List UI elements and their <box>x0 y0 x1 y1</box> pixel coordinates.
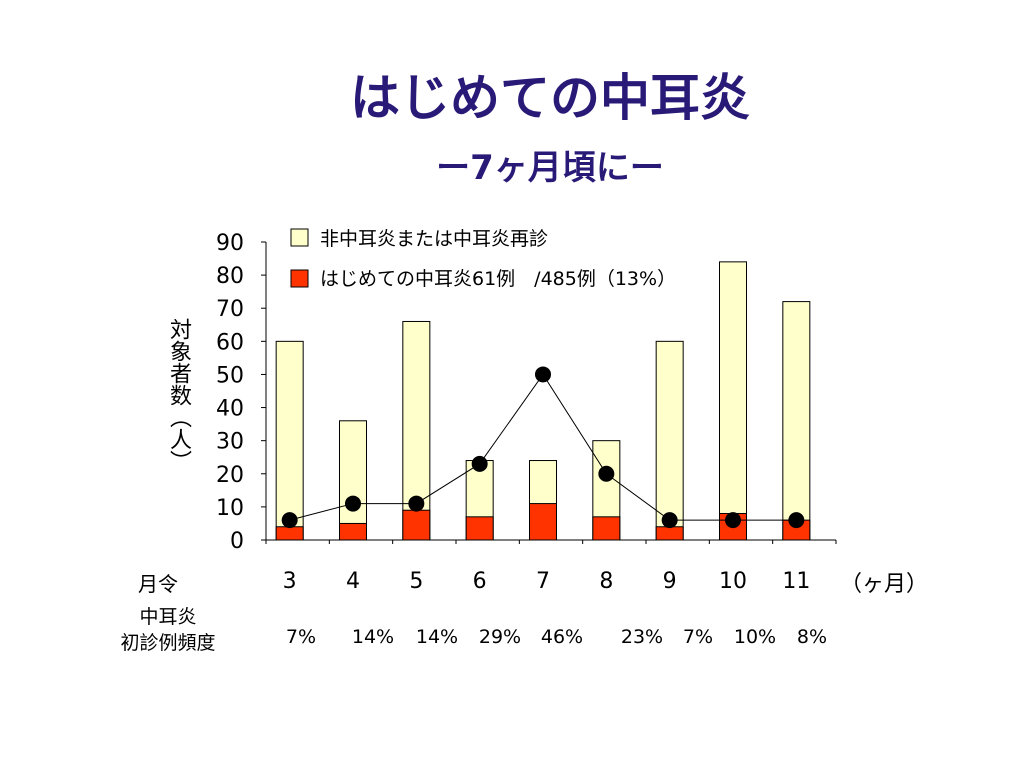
line-point <box>725 512 741 529</box>
page-subtitle: ー7ヶ月頃にー <box>436 148 664 188</box>
y-tick-label: 50 <box>216 363 244 388</box>
month-row-label: 月令 <box>138 572 178 596</box>
frequency-value: 8% <box>796 626 828 648</box>
x-axis-unit: （ヶ月） <box>840 572 929 597</box>
frequency-value: 7% <box>285 626 317 648</box>
x-tick-label: 11 <box>782 569 810 594</box>
line-point <box>661 512 678 529</box>
bar-total <box>719 261 747 541</box>
line-series <box>281 366 805 529</box>
y-axis-ticks: 0 10 20 30 40 50 60 70 80 90 <box>216 231 266 554</box>
x-tick-label: 5 <box>409 569 423 594</box>
line-point <box>281 512 298 529</box>
y-tick-label: 10 <box>216 496 244 521</box>
legend-swatch-first <box>290 269 309 288</box>
bars <box>275 261 811 541</box>
frequency-row-label: 中耳炎 初診例頻度 <box>108 604 228 656</box>
y-tick-label: 90 <box>216 231 244 256</box>
x-tick-label: 6 <box>473 569 487 594</box>
y-tick-label: 0 <box>230 529 244 554</box>
frequency-value: 46% <box>540 626 584 648</box>
line-point <box>408 495 425 512</box>
frequency-value: 10% <box>733 626 777 648</box>
bar-total <box>275 340 304 541</box>
line-point <box>535 366 551 383</box>
line-point <box>345 495 361 512</box>
y-tick-label: 20 <box>216 463 244 488</box>
x-tick-label: 3 <box>283 569 297 594</box>
line-point <box>788 512 805 529</box>
y-axis-label: 対象者数（人） <box>166 318 191 472</box>
x-tick-label: 4 <box>346 569 360 594</box>
bar-first-otitis <box>592 516 621 541</box>
frequency-value: 23% <box>620 626 664 648</box>
line-point <box>471 455 488 472</box>
y-tick-label: 80 <box>216 264 244 289</box>
bar-first-otitis <box>655 526 684 541</box>
frequency-value: 29% <box>478 626 522 648</box>
bar-first-otitis <box>529 503 557 541</box>
frequency-label-line1: 中耳炎 <box>139 606 197 628</box>
bar-first-otitis <box>339 522 367 541</box>
y-tick-label: 70 <box>216 297 244 322</box>
y-tick-label: 60 <box>216 330 244 355</box>
x-tick-label: 8 <box>599 569 613 594</box>
y-tick-label: 40 <box>216 397 244 422</box>
frequency-value: 7% <box>682 626 714 648</box>
axes <box>265 242 837 544</box>
legend-label-first: はじめての中耳炎61例 /485例（13%） <box>320 268 676 290</box>
frequency-value: 14% <box>351 626 395 648</box>
line-point <box>598 465 615 482</box>
x-tick-label: 10 <box>719 569 747 594</box>
legend-swatch-total <box>290 228 309 247</box>
x-axis-ticks: 3 4 5 6 7 8 9 10 11 <box>283 569 811 594</box>
bar-total <box>339 420 367 541</box>
frequency-value: 14% <box>415 626 459 648</box>
y-tick-label: 30 <box>216 430 244 455</box>
bar-first-otitis <box>275 526 304 541</box>
x-tick-label: 9 <box>663 569 677 594</box>
x-tick-label: 7 <box>536 569 550 594</box>
bar-total <box>655 340 684 541</box>
frequency-label-line2: 初診例頻度 <box>120 632 216 654</box>
page-title: はじめての中耳炎 <box>350 69 750 127</box>
legend-label-total: 非中耳炎または中耳炎再診 <box>320 228 548 250</box>
bar-total <box>782 301 811 541</box>
bar-first-otitis <box>402 509 431 541</box>
bar-first-otitis <box>465 516 494 541</box>
legend: 非中耳炎または中耳炎再診 はじめての中耳炎61例 /485例（13%） <box>290 228 676 290</box>
